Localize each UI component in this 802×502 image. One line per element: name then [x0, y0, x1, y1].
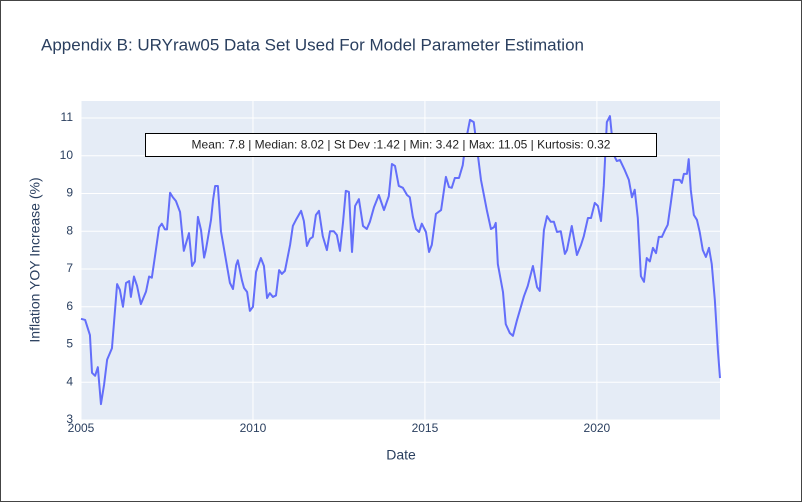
- y-tick-label: 8: [66, 223, 73, 237]
- y-tick-label: 4: [66, 374, 73, 388]
- x-tick-label: 2015: [412, 421, 439, 435]
- y-tick-label: 9: [66, 186, 73, 200]
- annotation: Mean: 7.8 | Median: 8.02 | St Dev :1.42 …: [192, 138, 611, 152]
- marks: [80, 115, 721, 406]
- x-tick-label: 2005: [68, 421, 95, 435]
- x-tick-label: 2010: [240, 421, 267, 435]
- line: [80, 115, 721, 406]
- y-axis-title: Inflation YOY Increase (%): [27, 177, 43, 342]
- x-tick-label: 2020: [584, 421, 611, 435]
- x-axis-title: Date: [386, 447, 416, 463]
- labels: 3 4 5 6 7 8 9 10 11 2005 2010 2015 2020: [60, 110, 611, 435]
- y-tick-label: 11: [61, 110, 74, 124]
- y-tick-label: 3: [66, 412, 73, 426]
- y-tick-label: 10: [60, 148, 74, 162]
- chart-title: Appendix B: URYraw05 Data Set Used For M…: [41, 35, 584, 54]
- y-tick-label: 5: [66, 337, 73, 351]
- y-tick-label: 7: [66, 261, 73, 275]
- annotation-box: [145, 133, 657, 157]
- y-tick-label: 6: [66, 299, 73, 313]
